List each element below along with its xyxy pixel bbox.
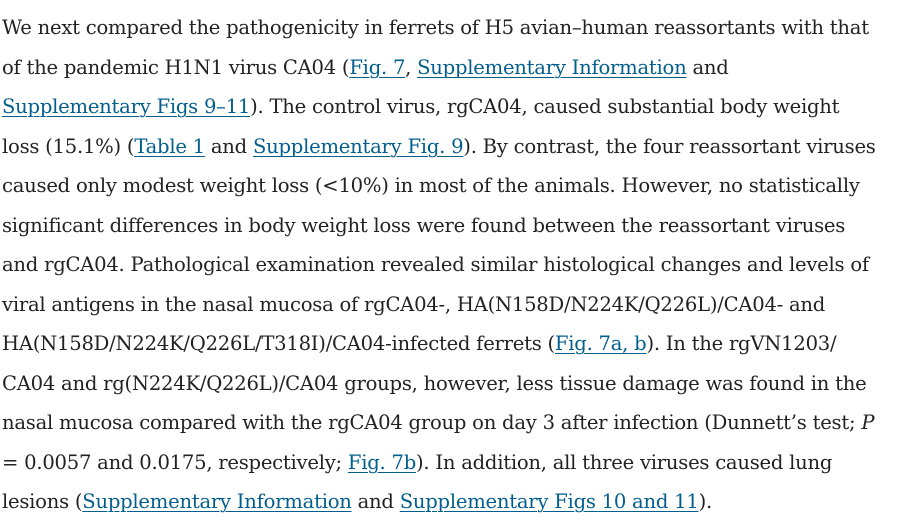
text-segment: CA04 and rg(N224K/Q226L)/CA04 groups, ho… xyxy=(2,371,867,395)
text-line: loss (15.1%) (Table 1 and Supplementary … xyxy=(2,127,905,167)
text-segment: viral antigens in the nasal mucosa of rg… xyxy=(2,292,826,316)
text-line: HA(N158D/N224K/Q226L/T318I)/CA04-infecte… xyxy=(2,324,905,364)
text-line: Supplementary Figs 9–11). The control vi… xyxy=(2,87,905,127)
text-segment: and rgCA04. Pathological examination rev… xyxy=(2,253,869,276)
text-line: viral antigens in the nasal mucosa of rg… xyxy=(2,285,905,325)
text-segment: caused only modest weight loss (<10%) in… xyxy=(2,174,860,197)
text-segment: , xyxy=(405,55,418,79)
text-segment: and xyxy=(351,490,400,513)
text-segment: HA(N158D/N224K/Q226L/T318I)/CA04-infecte… xyxy=(2,332,555,355)
text-segment: and xyxy=(686,55,729,79)
text-line: nasal mucosa compared with the rgCA04 gr… xyxy=(2,403,905,443)
text-segment: and xyxy=(204,134,253,158)
text-segment: ). The control virus, rgCA04, caused sub… xyxy=(250,95,840,118)
text-segment: ). By contrast, the four reassortant vir… xyxy=(463,134,876,158)
text-segment: ). In addition, all three viruses caused… xyxy=(416,450,833,474)
text-segment: We next compared the pathogenicity in fe… xyxy=(2,16,869,39)
figure-7-link[interactable]: Fig. 7 xyxy=(349,55,406,79)
article-body: We next compared the pathogenicity in fe… xyxy=(2,8,905,522)
supplementary-figs-10-11-link[interactable]: Supplementary Figs 10 and 11 xyxy=(399,490,699,513)
p-value-symbol: P xyxy=(861,411,875,434)
table-1-link[interactable]: Table 1 xyxy=(134,134,205,158)
text-segment: lesions ( xyxy=(2,490,83,513)
text-segment: ). xyxy=(698,490,713,513)
figure-7a-b-link[interactable]: Fig. 7a, b xyxy=(554,332,647,355)
text-line: CA04 and rg(N224K/Q226L)/CA04 groups, ho… xyxy=(2,364,905,404)
text-segment: nasal mucosa compared with the rgCA04 gr… xyxy=(2,411,862,434)
text-line: = 0.0057 and 0.0175, respectively; Fig. … xyxy=(2,443,905,483)
supplementary-figs-9-11-link[interactable]: Supplementary Figs 9–11 xyxy=(2,95,251,118)
text-line: of the pandemic H1N1 virus CA04 (Fig. 7,… xyxy=(2,48,905,88)
results-paragraph: We next compared the pathogenicity in fe… xyxy=(2,8,905,522)
text-segment: loss (15.1%) ( xyxy=(2,134,135,158)
text-line: caused only modest weight loss (<10%) in… xyxy=(2,166,905,206)
text-line: We next compared the pathogenicity in fe… xyxy=(2,8,905,48)
supplementary-information-link[interactable]: Supplementary Information xyxy=(417,55,687,79)
supplementary-information-link-2[interactable]: Supplementary Information xyxy=(82,490,352,513)
text-segment: ). In the rgVN1203/ xyxy=(646,332,837,355)
figure-7b-link[interactable]: Fig. 7b xyxy=(347,450,416,474)
text-line: significant differences in body weight l… xyxy=(2,206,905,246)
supplementary-fig-9-link[interactable]: Supplementary Fig. 9 xyxy=(252,134,464,158)
text-segment: = 0.0057 and 0.0175, respectively; xyxy=(2,450,348,474)
text-segment: of the pandemic H1N1 virus CA04 ( xyxy=(2,55,350,79)
text-segment: significant differences in body weight l… xyxy=(2,213,846,237)
text-line: lesions (Supplementary Information and S… xyxy=(2,482,905,522)
text-line: and rgCA04. Pathological examination rev… xyxy=(2,245,905,285)
